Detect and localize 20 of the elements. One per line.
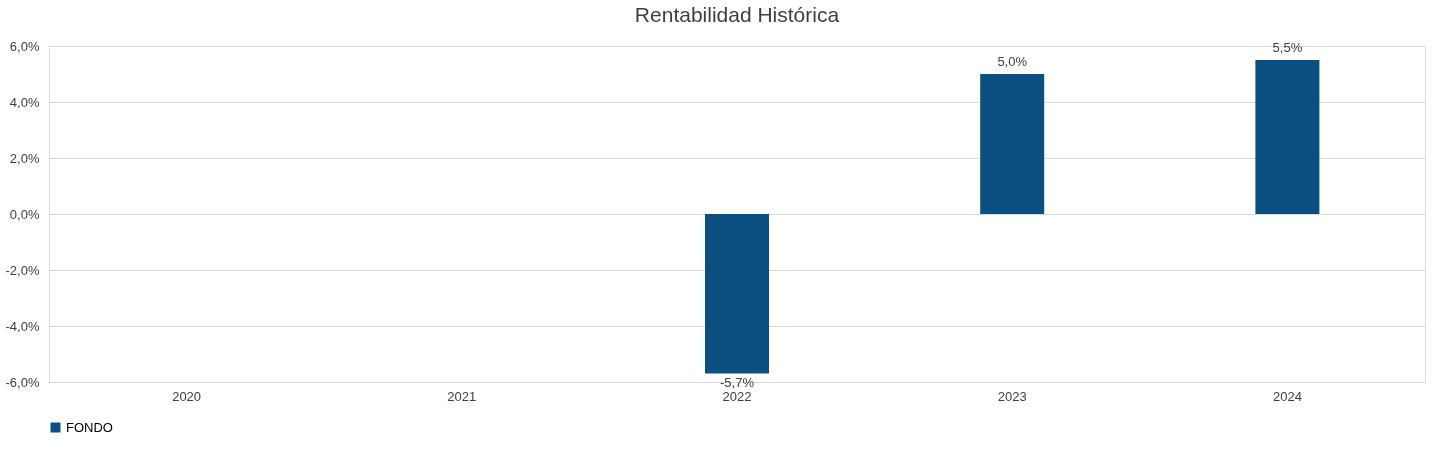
bar [980,74,1045,214]
data-label: 5,5% [1272,40,1303,55]
x-tick-label: 2022 [722,388,752,404]
chart-title: Rentabilidad Histórica [634,3,840,26]
x-tick-label: 2021 [447,388,477,404]
y-tick-label: 0,0% [9,206,40,222]
y-tick-label: -2,0% [5,262,40,278]
legend-label: FONDO [66,419,113,435]
y-tick-label: 6,0% [9,38,40,54]
x-tick-label: 2020 [172,388,202,404]
y-tick-label: -6,0% [5,374,40,390]
data-label: 5,0% [997,54,1028,69]
x-tick-label: 2023 [997,388,1027,404]
data-label: -5,7% [720,374,755,390]
y-tick-label: -4,0% [5,318,40,334]
bar [1255,60,1320,214]
bar [705,214,769,374]
x-tick-label: 2024 [1272,388,1302,404]
y-tick-label: 4,0% [9,94,40,110]
y-tick-label: 2,0% [9,150,40,166]
